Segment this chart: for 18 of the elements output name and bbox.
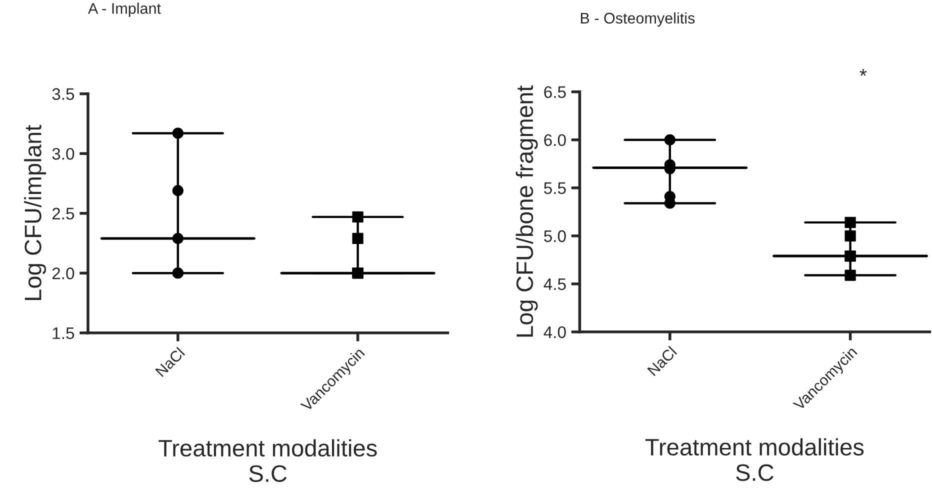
text: * xyxy=(860,69,867,76)
y-tick-label: 6.0 xyxy=(544,134,566,146)
y-tick-label: 4.5 xyxy=(544,278,566,290)
chart-title: A - Implant xyxy=(88,2,161,17)
x-axis-title: Treatment modalities S.C xyxy=(645,438,864,481)
y-tick-label: 1.5 xyxy=(52,327,74,340)
y-tick-label: 3.5 xyxy=(52,88,74,100)
chart-title: B - Osteomyelitis xyxy=(580,12,695,27)
y-tick-label: 2.0 xyxy=(52,268,74,280)
y-tick-label: 6.5 xyxy=(544,86,566,98)
y-tick-label: 3.0 xyxy=(52,148,74,160)
y-tick-label: 4.0 xyxy=(544,326,566,338)
x-axis-title: Treatment modalities S.C xyxy=(158,439,377,482)
y-axis-title: Log CFU/bone fragment xyxy=(516,85,538,337)
y-tick-label: 5.5 xyxy=(544,182,566,194)
y-axis-title: Log CFU/implant xyxy=(24,124,46,300)
y-tick-label: 5.0 xyxy=(544,230,566,242)
y-tick-label: 2.5 xyxy=(52,208,74,220)
